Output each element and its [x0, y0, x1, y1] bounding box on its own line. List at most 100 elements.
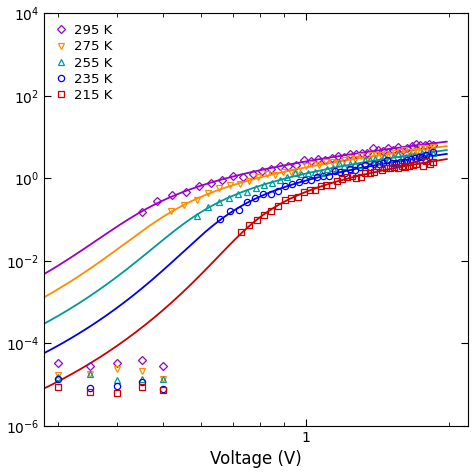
275 K	[194, 197, 200, 202]
215 K	[423, 158, 429, 164]
235 K	[245, 200, 250, 205]
235 K	[376, 161, 382, 167]
275 K	[392, 150, 398, 156]
275 K	[368, 152, 374, 158]
Line: 215 K: 215 K	[55, 157, 436, 396]
295 K	[208, 181, 214, 186]
275 K	[303, 164, 309, 169]
275 K	[139, 368, 145, 374]
215 K	[358, 174, 364, 180]
215 K	[329, 182, 335, 188]
215 K	[399, 163, 405, 168]
235 K	[253, 195, 258, 201]
255 K	[403, 154, 409, 159]
295 K	[196, 183, 201, 189]
215 K	[282, 197, 288, 203]
215 K	[380, 167, 385, 173]
275 K	[329, 159, 335, 165]
215 K	[383, 165, 389, 171]
215 K	[268, 209, 274, 214]
275 K	[227, 182, 233, 188]
255 K	[269, 181, 275, 186]
295 K	[285, 163, 291, 169]
255 K	[87, 371, 93, 377]
275 K	[353, 156, 358, 162]
255 K	[312, 169, 318, 174]
255 K	[330, 165, 336, 171]
275 K	[288, 169, 294, 175]
235 K	[302, 177, 308, 183]
295 K	[353, 152, 359, 157]
235 K	[227, 209, 233, 214]
295 K	[335, 153, 341, 159]
215 K	[318, 183, 324, 189]
275 K	[273, 172, 278, 177]
275 K	[316, 162, 322, 168]
255 K	[206, 204, 211, 210]
275 K	[383, 151, 389, 157]
295 K	[139, 357, 145, 363]
275 K	[430, 144, 436, 150]
275 K	[169, 209, 174, 214]
295 K	[268, 166, 274, 172]
275 K	[55, 372, 61, 378]
275 K	[323, 159, 328, 165]
Line: 235 K: 235 K	[55, 149, 436, 392]
235 K	[367, 164, 373, 170]
215 K	[430, 159, 436, 165]
255 K	[318, 170, 324, 176]
275 K	[406, 149, 411, 155]
215 K	[275, 203, 281, 209]
275 K	[264, 172, 270, 177]
215 K	[307, 187, 312, 193]
255 K	[415, 154, 421, 159]
295 K	[308, 158, 314, 164]
235 K	[412, 155, 418, 161]
215 K	[371, 169, 377, 174]
215 K	[246, 223, 252, 228]
255 K	[261, 182, 267, 188]
235 K	[326, 173, 332, 179]
235 K	[289, 182, 295, 187]
295 K	[426, 141, 431, 147]
255 K	[347, 162, 353, 167]
215 K	[161, 387, 166, 392]
275 K	[397, 149, 403, 155]
255 K	[399, 155, 405, 161]
215 K	[55, 383, 61, 389]
215 K	[339, 176, 345, 182]
235 K	[315, 174, 320, 180]
255 K	[407, 152, 413, 158]
215 K	[395, 165, 401, 171]
235 K	[430, 149, 436, 155]
215 K	[344, 174, 349, 180]
235 K	[296, 179, 301, 185]
255 K	[419, 151, 425, 156]
235 K	[337, 169, 343, 174]
215 K	[353, 175, 359, 181]
215 K	[363, 171, 368, 176]
295 K	[359, 150, 365, 156]
275 K	[410, 149, 416, 155]
255 K	[139, 376, 145, 382]
295 K	[115, 360, 120, 365]
215 K	[406, 163, 412, 169]
235 K	[309, 177, 314, 183]
275 K	[358, 153, 364, 159]
295 K	[418, 142, 423, 147]
215 K	[312, 187, 318, 192]
255 K	[216, 199, 222, 205]
215 K	[375, 163, 381, 169]
235 K	[139, 379, 145, 385]
215 K	[139, 384, 145, 390]
255 K	[411, 153, 417, 158]
235 K	[357, 164, 363, 170]
275 K	[418, 145, 424, 151]
255 K	[292, 171, 297, 176]
295 K	[230, 173, 236, 179]
255 K	[284, 174, 290, 180]
255 K	[341, 163, 347, 169]
295 K	[250, 172, 256, 177]
X-axis label: Voltage (V): Voltage (V)	[210, 450, 302, 468]
255 K	[382, 154, 387, 160]
